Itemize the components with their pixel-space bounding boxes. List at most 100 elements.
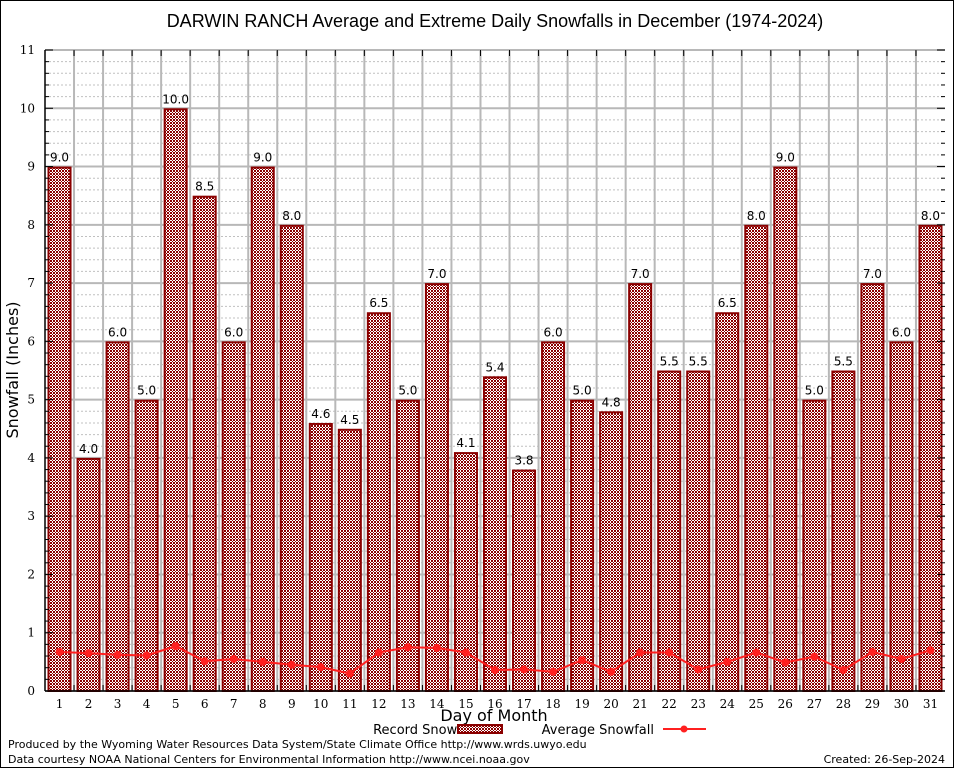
chart-title: DARWIN RANCH Average and Extreme Daily S… (167, 11, 824, 31)
x-tick-label: 8 (259, 697, 267, 711)
average-point-day-24 (723, 657, 732, 666)
bar-label: 5.5 (834, 355, 853, 369)
bar-label: 5.0 (137, 384, 156, 398)
axes (44, 49, 945, 692)
bar-label: 9.0 (253, 151, 272, 165)
average-point-day-13 (403, 643, 412, 652)
x-tick-label: 23 (691, 697, 706, 711)
bar-label: 6.0 (544, 325, 563, 339)
x-tick-label: 22 (662, 697, 677, 711)
bar-day-29 (860, 283, 885, 692)
bars (47, 108, 943, 693)
average-point-day-17 (520, 665, 529, 674)
x-tick-label: 4 (143, 697, 151, 711)
average-point-day-23 (694, 665, 703, 674)
average-point-day-18 (549, 667, 558, 676)
y-tick-label: 2 (27, 567, 35, 581)
y-tick-label: 4 (27, 451, 35, 465)
y-tick-label: 9 (27, 160, 35, 174)
bar-day-7 (221, 341, 246, 692)
average-point-day-16 (491, 666, 499, 675)
bar-day-4 (134, 399, 159, 692)
bar-label: 4.5 (340, 413, 359, 427)
average-point-day-30 (897, 654, 906, 663)
average-point-day-11 (345, 669, 354, 678)
bar-day-20 (599, 411, 624, 692)
x-tick-label: 7 (230, 697, 238, 711)
average-point-day-12 (374, 648, 383, 657)
bar-day-24 (715, 312, 740, 692)
x-tick-label: 11 (342, 697, 357, 711)
bar-day-25 (744, 224, 769, 692)
x-tick-label: 17 (516, 697, 531, 711)
x-tick-label: 19 (574, 697, 589, 711)
bar-label: 7.0 (427, 267, 446, 281)
x-tick-label: 16 (487, 697, 502, 711)
bar-label: 6.0 (892, 325, 911, 339)
bar-label: 6.5 (718, 296, 737, 310)
bar-day-14 (424, 283, 449, 692)
bar-label: 3.8 (514, 454, 533, 468)
bar-day-22 (657, 370, 682, 692)
x-tick-label: 29 (865, 697, 880, 711)
y-tick-label: 5 (27, 393, 35, 407)
x-tick-label: 31 (923, 697, 938, 711)
average-point-day-27 (810, 652, 819, 661)
bar-label: 5.4 (485, 360, 504, 374)
x-tick-label: 20 (603, 697, 618, 711)
x-tick-label: 13 (400, 697, 415, 711)
x-tick-label: 3 (114, 697, 122, 711)
bar-label: 8.0 (747, 209, 766, 223)
average-point-day-20 (607, 667, 616, 676)
x-tick-labels: 1 2 3 4 5 6 7 8 9 10 11 12 13 14 15 16 17 18 19 20 21 22 23 24 2… (56, 697, 938, 711)
bar-label: 4.8 (602, 395, 621, 409)
legend-record-swatch (457, 724, 503, 734)
average-point-day-8 (258, 657, 267, 666)
legend-average-marker (680, 725, 688, 733)
x-tick-label: 24 (720, 697, 736, 711)
x-tick-label: 26 (778, 697, 793, 711)
y-tick-label: 1 (27, 626, 35, 640)
y-axis-label: Snowfall (Inches) (3, 301, 22, 438)
x-tick-label: 6 (201, 697, 209, 711)
bar-labels: 9.0 4.0 6.0 5.0 10.0 8.5 6.0 9.0 8.0 4.6 4.5 6.5 5.0… (50, 92, 940, 467)
x-tick-label: 5 (172, 697, 180, 711)
x-tick-label: 28 (836, 697, 851, 711)
bar-day-1 (47, 166, 72, 692)
bar-label: 4.6 (311, 407, 330, 421)
bar-label: 9.0 (50, 151, 69, 165)
bar-day-11 (337, 428, 362, 692)
x-tick-label: 27 (807, 697, 822, 711)
average-point-day-2 (84, 649, 93, 658)
bar-day-8 (250, 166, 275, 692)
x-axis-label: Day of Month (440, 706, 547, 725)
average-point-day-22 (665, 648, 674, 657)
bar-label: 5.0 (398, 384, 417, 398)
bar-label: 8.0 (921, 209, 940, 223)
legend-record-label: Record Snowfall (373, 723, 477, 738)
bar-label: 7.0 (863, 267, 882, 281)
x-tick-label: 14 (429, 697, 445, 711)
average-point-day-25 (752, 648, 761, 657)
bar-day-10 (308, 422, 333, 692)
footer-created: Created: 26-Sep-2024 (824, 753, 945, 766)
footer-data-courtesy: Data courtesy NOAA National Centers for … (8, 753, 530, 766)
bar-day-5 (163, 108, 188, 693)
average-point-day-9 (287, 660, 296, 669)
average-point-day-28 (839, 666, 848, 675)
y-tick-label: 11 (20, 43, 35, 57)
x-tick-label: 2 (85, 697, 93, 711)
bar-day-21 (628, 283, 653, 692)
average-point-day-31 (926, 646, 935, 655)
x-tick-label: 1 (56, 697, 64, 711)
bar-label: 5.0 (805, 384, 824, 398)
bar-label: 6.0 (224, 325, 243, 339)
bar-day-27 (802, 399, 827, 692)
average-point-day-15 (461, 648, 470, 657)
bar-label: 9.0 (776, 151, 795, 165)
bar-label: 7.0 (631, 267, 650, 281)
x-tick-label: 18 (545, 697, 560, 711)
bar-day-19 (570, 399, 595, 692)
y-tick-label: 0 (27, 684, 35, 698)
